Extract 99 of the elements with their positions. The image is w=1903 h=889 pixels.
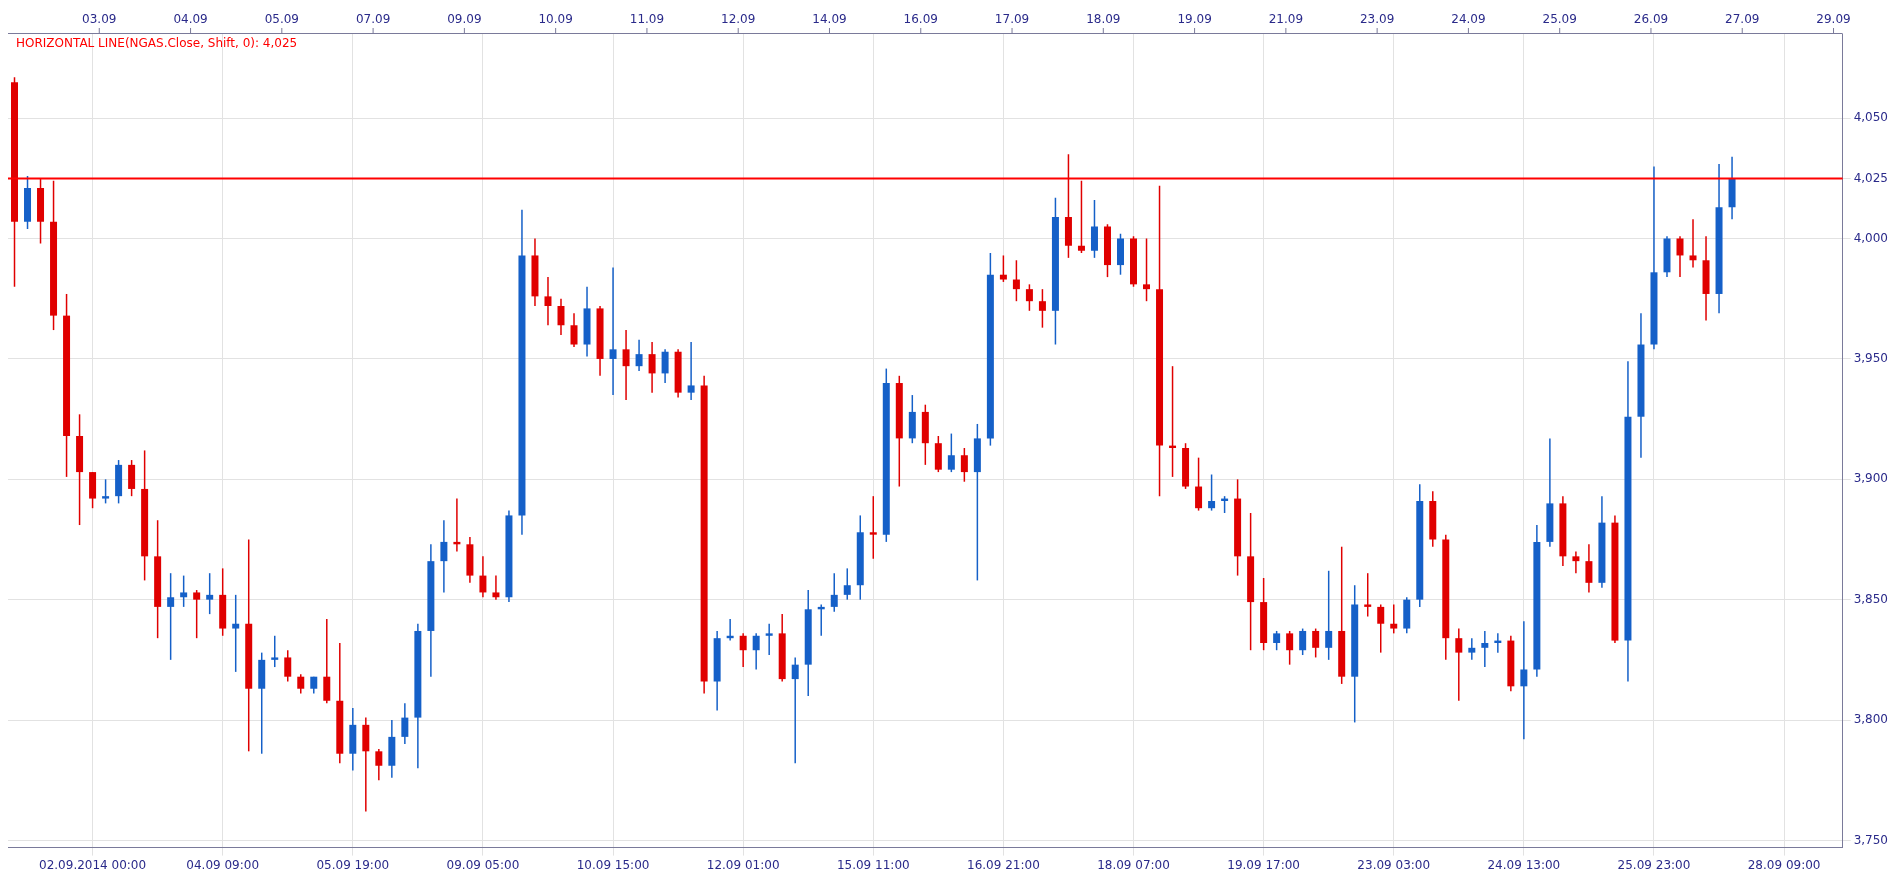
candlestick — [830, 572, 838, 613]
candlestick — [687, 341, 695, 401]
candlestick — [479, 555, 487, 599]
text: 18.09 — [1086, 12, 1121, 27]
x-tick-label: 05.09 19:00 — [316, 857, 390, 872]
candlestick — [622, 329, 630, 401]
x-tick-label: 28.09 09:00 — [1747, 857, 1821, 872]
text: 04.09 — [173, 12, 208, 27]
text: 19.09 — [1177, 12, 1212, 27]
candlestick — [1377, 603, 1385, 654]
text: 29.09 — [1816, 12, 1851, 27]
text: 03.09 — [82, 12, 117, 27]
candlestick — [1468, 637, 1476, 661]
y-tick-label: 3,950 — [1853, 351, 1889, 366]
text: 17.09 — [994, 12, 1030, 27]
y-tick-label: 4,000 — [1853, 230, 1889, 245]
candlestick — [492, 574, 500, 601]
text: 16.09 — [903, 12, 938, 27]
candlestick — [791, 656, 799, 765]
y-tick-label: 4,025 — [1853, 170, 1889, 185]
candlestick — [167, 572, 175, 661]
text: 07.09 — [355, 12, 391, 27]
candlestick — [206, 572, 214, 615]
ref-line-label: HORIZONTAL LINE(NGAS.Close, Shift, 0): 4,025 — [16, 36, 298, 51]
text: 10.09 — [538, 12, 573, 27]
candlestick — [1273, 630, 1281, 651]
candlestick — [1585, 543, 1593, 594]
candlestick — [999, 254, 1007, 283]
candlestick — [1689, 218, 1697, 269]
y-tick-label: 3,800 — [1853, 712, 1889, 727]
x-tick-label: 19.09 17:00 — [1227, 857, 1300, 872]
x-tick-label: 10.09 15:00 — [576, 857, 650, 872]
candlestick — [648, 341, 656, 394]
candlestick — [1312, 627, 1320, 659]
candlestick — [661, 348, 669, 384]
text: 14.09 — [812, 12, 847, 27]
x-tick-label: 25.09 23:00 — [1617, 857, 1691, 872]
x-tick-label: 04.09 09:00 — [186, 857, 260, 872]
candlestick — [843, 567, 851, 601]
candlestick — [1012, 259, 1020, 302]
candlestick — [739, 632, 747, 668]
candlestick — [284, 649, 292, 683]
candlestick — [1299, 627, 1307, 656]
candlestick — [271, 635, 279, 668]
y-tick-label: 3,850 — [1853, 591, 1889, 606]
candlestick — [765, 622, 773, 656]
text: 09.09 — [447, 12, 482, 27]
candlestick — [1455, 627, 1463, 702]
y-tick-label: 3,900 — [1853, 471, 1889, 486]
candlestick — [180, 574, 188, 608]
x-tick-label: 15.09 11:00 — [836, 857, 910, 872]
x-tick-label: 23.09 03:00 — [1357, 857, 1431, 872]
candlestick — [375, 748, 383, 781]
candlestick — [752, 632, 760, 671]
candlestick — [635, 338, 643, 372]
candlestick — [1286, 630, 1294, 666]
candlestick — [1676, 235, 1684, 278]
candlestick — [609, 266, 617, 396]
candlestick — [960, 447, 968, 483]
candlestick — [1143, 237, 1151, 302]
x-tick-label: 02.09.2014 00:00 — [39, 857, 147, 872]
candlestick — [401, 702, 409, 745]
text: 11.09 — [629, 12, 665, 27]
candlestick — [102, 478, 110, 505]
candlestick — [440, 519, 448, 594]
y-tick-label: 3,750 — [1853, 832, 1889, 847]
text: 12.09 — [721, 12, 756, 27]
candlestick — [1077, 180, 1085, 254]
x-tick-label: 16.09 21:00 — [967, 857, 1040, 872]
y-tick-label: 4,050 — [1853, 110, 1889, 125]
text: 05.09 — [264, 12, 300, 27]
text: 23.09 — [1359, 12, 1395, 27]
text: 27.09 — [1725, 12, 1760, 27]
candlestick — [1520, 620, 1528, 741]
candlestick — [544, 276, 552, 327]
candlestick — [1481, 630, 1489, 668]
candlestick — [1208, 473, 1216, 512]
candlestick — [947, 432, 955, 473]
candlestick — [193, 589, 201, 639]
candlestick — [1038, 288, 1046, 329]
text: 21.09 — [1268, 12, 1304, 27]
candlestick — [297, 673, 305, 695]
candlestick — [1390, 603, 1398, 635]
candlestick — [232, 594, 240, 673]
x-tick-label: 24.09 13:00 — [1487, 857, 1561, 872]
text: 24.09 — [1451, 12, 1486, 27]
candlestick — [1572, 550, 1580, 574]
candlestick — [570, 312, 578, 348]
x-tick-label: 12.09 01:00 — [706, 857, 780, 872]
candlestick — [557, 298, 565, 336]
x-tick-label: 09.09 05:00 — [446, 857, 520, 872]
candlestick — [1325, 570, 1333, 661]
candlestick — [1195, 456, 1203, 512]
candlestick — [1025, 283, 1033, 312]
x-tick-label: 18.09 07:00 — [1097, 857, 1170, 872]
candlestick — [1364, 572, 1372, 618]
text: 25.09 — [1542, 12, 1577, 27]
text: 26.09 — [1633, 12, 1669, 27]
candlestick — [869, 495, 877, 560]
